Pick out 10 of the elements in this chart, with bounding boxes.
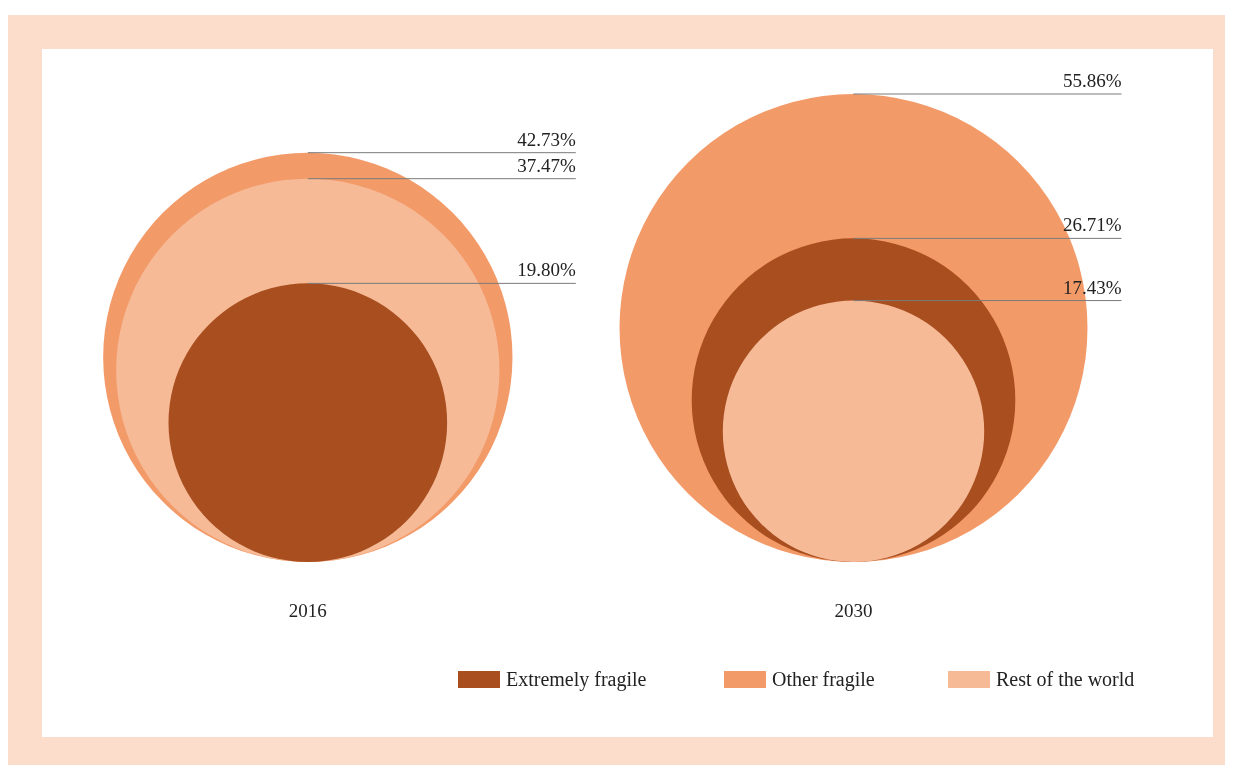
data-label: 37.47% (517, 154, 576, 176)
category-label: 2016 (288, 599, 327, 621)
category-label: 2030 (834, 599, 873, 621)
data-label: 55.86% (1062, 70, 1122, 91)
legend-label: Rest of the world (996, 668, 1135, 690)
legend-label: Other fragile (772, 668, 875, 691)
data-label: 42.73% (517, 128, 576, 150)
data-label: 19.80% (517, 259, 576, 281)
data-label: 26.71% (1062, 214, 1122, 236)
legend-label: Extremely fragile (506, 668, 647, 691)
